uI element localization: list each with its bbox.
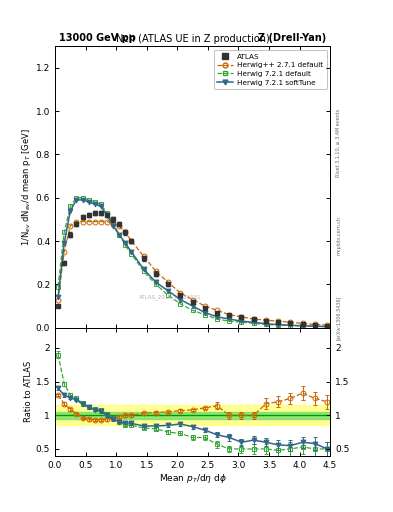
Text: Z (Drell-Yan): Z (Drell-Yan)	[258, 33, 326, 44]
Text: mcplots.cern.ch: mcplots.cern.ch	[336, 216, 341, 255]
Y-axis label: 1/N$_{ev}$ dN$_{ev}$/d mean p$_T$ [GeV]: 1/N$_{ev}$ dN$_{ev}$/d mean p$_T$ [GeV]	[20, 128, 33, 246]
Text: ATLAS_2019_I1736531: ATLAS_2019_I1736531	[139, 294, 202, 300]
Bar	[55, 405, 330, 425]
X-axis label: Mean $p_T$/d$\eta$ d$\phi$: Mean $p_T$/d$\eta$ d$\phi$	[159, 472, 226, 485]
Text: Rivet 3.1.10, ≥ 3.4M events: Rivet 3.1.10, ≥ 3.4M events	[336, 109, 341, 178]
Title: Nch (ATLAS UE in Z production): Nch (ATLAS UE in Z production)	[116, 34, 270, 44]
Text: [arXiv:1306.3436]: [arXiv:1306.3436]	[336, 295, 341, 339]
Text: 13000 GeV pp: 13000 GeV pp	[59, 33, 136, 44]
Legend: ATLAS, Herwig++ 2.7.1 default, Herwig 7.2.1 default, Herwig 7.2.1 softTune: ATLAS, Herwig++ 2.7.1 default, Herwig 7.…	[214, 50, 327, 90]
Bar	[55, 412, 330, 419]
Y-axis label: Ratio to ATLAS: Ratio to ATLAS	[24, 361, 33, 422]
